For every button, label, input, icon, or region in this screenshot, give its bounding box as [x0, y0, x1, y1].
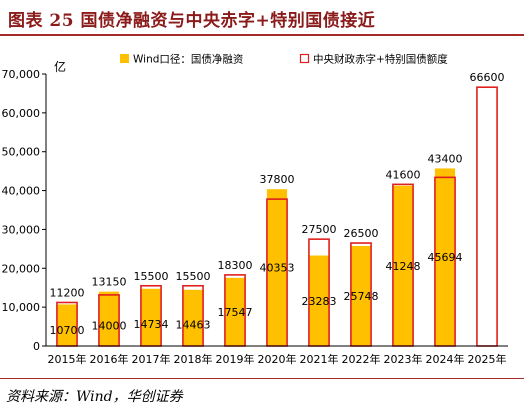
y-unit-label: 亿	[54, 59, 66, 74]
data-label-net-financing: 23283	[302, 295, 337, 308]
x-tick-label: 2018年	[174, 352, 213, 366]
bar-net-financing	[224, 277, 246, 346]
x-tick-label: 2015年	[48, 352, 87, 366]
y-tick-label: 20,000	[2, 262, 41, 275]
y-tick-label: 40,000	[2, 185, 41, 198]
legend-swatch-outline	[299, 53, 310, 64]
x-tick-label: 2020年	[258, 352, 297, 366]
bar-net-financing	[56, 304, 78, 346]
data-label-deficit-quota: 37800	[260, 173, 295, 186]
y-tick-label: 30,000	[2, 223, 41, 236]
bar-deficit-quota	[476, 86, 498, 347]
data-label-net-financing: 17547	[218, 306, 253, 319]
x-tick-label: 2021年	[300, 352, 339, 366]
x-tick-label: 2023年	[384, 352, 423, 366]
y-tick-label: 60,000	[2, 107, 41, 120]
data-label-net-financing: 10700	[50, 324, 85, 337]
data-label-deficit-quota: 41600	[386, 168, 421, 181]
source-note: 资料来源：Wind，华创证券	[6, 389, 183, 405]
bar-net-financing	[350, 245, 372, 346]
x-tick-label: 2016年	[90, 352, 129, 366]
data-label-deficit-quota: 15500	[134, 270, 169, 283]
bar-net-financing	[308, 255, 330, 346]
footer-rule	[0, 378, 524, 379]
data-label-net-financing: 45694	[428, 251, 463, 264]
bars	[56, 86, 498, 347]
y-tick-label: 70,000	[2, 68, 41, 81]
data-labels: 11200 10700 13150 14000 15500 14734 15500 14463…	[50, 71, 505, 337]
data-label-deficit-quota: 26500	[344, 227, 379, 240]
data-label-net-financing: 14463	[176, 319, 211, 332]
data-label-net-financing: 14734	[134, 318, 169, 331]
legend-label-filled: Wind口径：国债净融资	[133, 53, 243, 66]
data-label-deficit-quota: 27500	[302, 223, 337, 236]
data-label-net-financing: 40353	[260, 262, 295, 275]
figure-header: 图表 25 国债净融资与中央赤字+特别国债接近	[0, 0, 524, 34]
bar-net-financing	[434, 168, 456, 346]
data-label-net-financing: 14000	[92, 319, 127, 332]
data-label-deficit-quota: 11200	[50, 286, 85, 299]
data-label-deficit-quota: 15500	[176, 270, 211, 283]
bar-chart: 亿 Wind口径：国债净融资 中央财政赤字+特别国债额度 0 10,000 20,00…	[2, 53, 508, 366]
y-axis: 0 10,000 20,000 30,000 40,000 50,000 60,000 70,…	[2, 68, 47, 353]
x-tick-label: 2019年	[216, 352, 255, 366]
legend-label-outline: 中央财政赤字+特别国债额度	[313, 53, 448, 66]
x-tick-label: 2024年	[426, 352, 465, 366]
data-label-deficit-quota: 43400	[428, 152, 463, 165]
legend-swatch-filled	[120, 54, 129, 63]
bar-net-financing	[266, 189, 288, 346]
data-label-deficit-quota: 66600	[470, 71, 505, 84]
data-label-net-financing: 25748	[344, 290, 379, 303]
data-label-deficit-quota: 18300	[218, 259, 253, 272]
chart-area: 亿 Wind口径：国债净融资 中央财政赤字+特别国债额度 0 10,000 20,00…	[0, 38, 524, 378]
bar-net-financing	[182, 289, 204, 346]
bar-net-financing	[140, 288, 162, 346]
x-tick-label: 2017年	[132, 352, 171, 366]
header-rule	[0, 34, 524, 36]
x-tick-label: 2025年	[468, 352, 507, 366]
y-tick-label: 50,000	[2, 146, 41, 159]
data-label-net-financing: 41248	[386, 260, 421, 273]
figure-title: 图表 25 国债净融资与中央赤字+特别国债接近	[8, 11, 376, 31]
data-label-deficit-quota: 13150	[92, 276, 127, 289]
x-axis: 2015年 2016年 2017年 2018年 2019年 2020年 2021年 2022年…	[46, 345, 508, 366]
bar-net-financing	[98, 291, 120, 346]
y-tick-label: 0	[33, 340, 40, 353]
x-tick-label: 2022年	[342, 352, 381, 366]
y-tick-label: 10,000	[2, 301, 41, 314]
legend: Wind口径：国债净融资 中央财政赤字+特别国债额度	[120, 53, 448, 66]
bar-net-financing	[392, 185, 414, 346]
